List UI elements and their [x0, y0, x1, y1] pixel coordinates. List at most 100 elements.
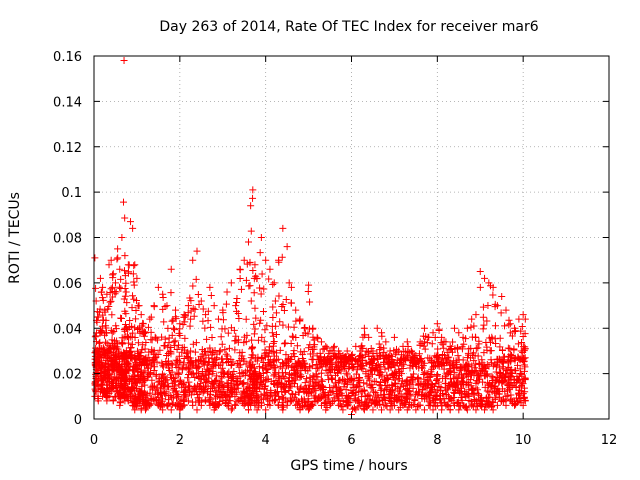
data-point-marker [94, 313, 102, 321]
data-point-marker [386, 347, 394, 355]
data-point-marker [117, 275, 125, 283]
data-point-marker [451, 324, 458, 332]
x-tick-label: 8 [433, 433, 441, 448]
data-point-marker [93, 377, 101, 385]
data-point-marker [287, 299, 295, 307]
data-point-marker [372, 378, 380, 386]
data-point-marker [121, 214, 129, 222]
data-point-marker [122, 279, 130, 287]
data-point-marker [106, 298, 114, 306]
data-point-marker [114, 245, 122, 253]
x-tick-label: 12 [601, 433, 618, 448]
data-point-marker [249, 194, 257, 202]
data-points [91, 57, 529, 418]
data-point-marker [236, 275, 244, 283]
data-point-marker [171, 337, 179, 345]
data-point-marker [210, 302, 218, 310]
data-point-marker [99, 283, 107, 291]
data-point-marker [137, 311, 145, 319]
data-point-marker [112, 288, 120, 296]
data-point-marker [98, 328, 106, 336]
data-point-marker [300, 324, 308, 332]
data-point-marker [454, 352, 462, 360]
data-point-marker [469, 385, 477, 393]
data-point-marker [152, 334, 160, 342]
data-point-marker [130, 262, 138, 270]
y-tick-label: 0.1 [61, 186, 82, 201]
data-point-marker [279, 224, 287, 232]
data-point-marker [118, 234, 126, 241]
data-point-marker [201, 324, 209, 332]
data-point-marker [272, 309, 280, 317]
data-point-marker [114, 345, 122, 353]
data-point-marker [199, 317, 207, 325]
data-point-marker [217, 333, 225, 341]
data-point-marker [97, 367, 105, 375]
x-tick-label: 6 [347, 433, 355, 448]
data-point-marker [161, 335, 169, 343]
data-point-marker [472, 311, 480, 319]
data-point-marker [270, 397, 278, 405]
data-point-marker [114, 254, 122, 262]
data-point-marker [121, 252, 129, 260]
data-point-marker [256, 284, 264, 292]
data-point-marker [175, 369, 183, 377]
data-point-marker [352, 342, 360, 350]
data-point-marker [369, 406, 377, 414]
x-tick-label: 4 [262, 433, 270, 448]
data-point-marker [246, 282, 254, 290]
data-point-marker [487, 338, 495, 346]
data-point-marker [108, 283, 116, 291]
data-point-marker [339, 406, 347, 414]
data-point-marker [256, 319, 264, 327]
data-point-marker [251, 325, 259, 333]
data-point-marker [293, 342, 301, 350]
data-point-marker [96, 305, 104, 313]
data-point-marker [434, 345, 442, 353]
y-tick-label: 0.12 [53, 141, 82, 156]
data-point-marker [216, 347, 224, 355]
data-point-marker [518, 323, 526, 331]
data-point-marker [357, 343, 365, 351]
data-point-marker [168, 401, 176, 409]
data-point-marker [124, 269, 132, 277]
x-tick-label: 2 [176, 433, 184, 448]
data-point-marker [132, 296, 140, 304]
data-point-marker [280, 340, 288, 348]
data-point-marker [266, 265, 274, 273]
data-point-marker [124, 261, 132, 269]
data-point-marker [518, 339, 526, 347]
data-point-marker [292, 306, 300, 314]
grid-lines [94, 56, 609, 419]
data-point-marker [382, 338, 390, 346]
data-point-marker [314, 335, 322, 343]
data-point-marker [126, 218, 134, 226]
data-point-marker [301, 323, 309, 331]
data-point-marker [98, 322, 106, 330]
data-point-marker [98, 288, 106, 296]
y-tick-label: 0.06 [53, 277, 82, 292]
data-point-marker [390, 333, 398, 341]
data-point-marker [343, 347, 351, 355]
data-point-marker [421, 345, 429, 353]
data-point-marker [96, 274, 104, 282]
data-point-marker [208, 333, 216, 341]
data-point-marker [129, 224, 137, 232]
data-point-marker [128, 304, 136, 312]
data-point-marker [306, 298, 314, 306]
data-point-marker [107, 285, 115, 293]
data-point-marker [129, 292, 137, 300]
data-point-marker [189, 256, 197, 264]
data-point-marker [283, 243, 291, 251]
data-point-marker [515, 315, 523, 323]
data-point-marker [129, 270, 137, 278]
data-point-marker [108, 311, 116, 319]
data-point-marker [222, 300, 230, 308]
data-point-marker [202, 397, 210, 405]
data-point-marker [256, 249, 264, 257]
data-point-marker [189, 282, 197, 290]
data-point-marker [117, 314, 125, 322]
data-point-marker [131, 261, 139, 269]
data-point-marker [272, 331, 280, 339]
